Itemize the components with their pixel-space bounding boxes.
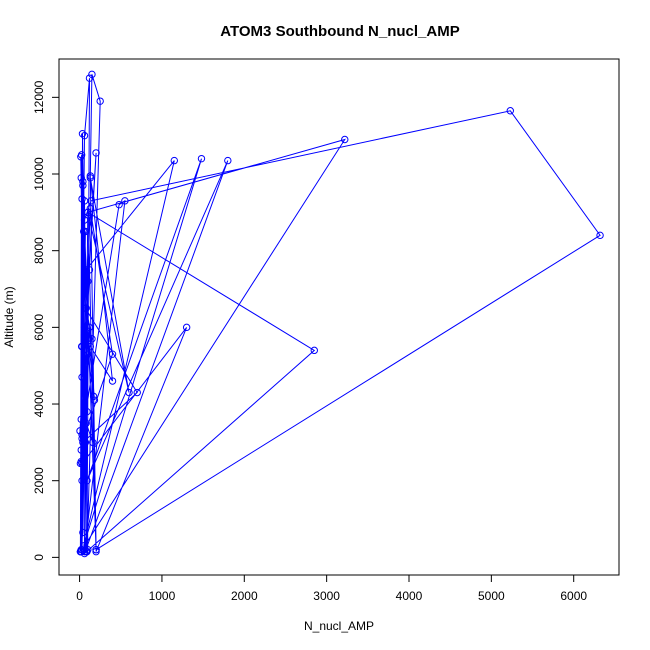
chart-title: ATOM3 Southbound N_nucl_AMP bbox=[220, 23, 459, 40]
data-point bbox=[79, 528, 87, 537]
data-point bbox=[310, 346, 318, 355]
data-point bbox=[78, 195, 86, 203]
x-tick-label: 6000 bbox=[560, 589, 587, 603]
x-tick-label: 3000 bbox=[313, 589, 340, 603]
data-point bbox=[85, 74, 94, 82]
data-point bbox=[78, 434, 86, 443]
data-point bbox=[86, 204, 94, 213]
x-axis: 0 1000 2000 3000 4000 5000 6000 bbox=[76, 574, 587, 603]
data-point bbox=[88, 335, 96, 343]
data-point bbox=[76, 547, 85, 556]
data-point bbox=[80, 216, 89, 224]
y-tick-label: 2000 bbox=[32, 467, 46, 494]
y-axis: 0 2000 4000 6000 8000 10000 12000 bbox=[32, 80, 60, 561]
data-point bbox=[108, 377, 117, 385]
series-line bbox=[79, 74, 601, 554]
data-point bbox=[79, 181, 87, 190]
data-point bbox=[197, 154, 206, 163]
data-point bbox=[86, 174, 94, 182]
data-point bbox=[92, 545, 100, 554]
data-point bbox=[78, 373, 86, 381]
data-point bbox=[121, 197, 129, 205]
data-point bbox=[78, 130, 87, 138]
data-point bbox=[92, 547, 100, 556]
data-point bbox=[82, 419, 90, 427]
data-point bbox=[80, 542, 88, 550]
data-point bbox=[80, 549, 89, 558]
data-point bbox=[79, 177, 87, 186]
data-point bbox=[84, 350, 92, 358]
x-tick-label: 2000 bbox=[231, 589, 258, 603]
data-point bbox=[84, 277, 92, 286]
data-point bbox=[77, 342, 86, 351]
data-point bbox=[341, 135, 349, 144]
data-point bbox=[182, 323, 191, 332]
data-point bbox=[78, 476, 86, 485]
data-point bbox=[80, 331, 89, 339]
y-tick-label: 6000 bbox=[32, 314, 46, 341]
data-point bbox=[89, 438, 97, 447]
data-point bbox=[90, 396, 99, 404]
data-point bbox=[133, 388, 141, 397]
x-axis-label: N_nucl_AMP bbox=[304, 619, 374, 633]
data-point bbox=[77, 415, 85, 424]
series-layer bbox=[76, 70, 604, 558]
y-tick-label: 12000 bbox=[32, 80, 46, 114]
data-point bbox=[78, 545, 86, 554]
data-point bbox=[596, 231, 604, 240]
data-point bbox=[83, 407, 91, 416]
data-point bbox=[82, 266, 90, 274]
data-point bbox=[81, 227, 90, 236]
data-point bbox=[78, 430, 86, 439]
y-axis-label: Altitude (m) bbox=[2, 286, 16, 347]
data-point bbox=[92, 149, 100, 157]
data-point bbox=[506, 107, 514, 115]
data-point bbox=[86, 342, 94, 351]
data-point bbox=[115, 200, 123, 209]
data-point bbox=[86, 172, 94, 180]
data-point bbox=[125, 388, 133, 397]
data-point bbox=[76, 427, 84, 435]
data-point bbox=[80, 131, 89, 140]
data-point bbox=[88, 70, 96, 79]
data-point bbox=[77, 446, 85, 454]
data-point bbox=[77, 174, 85, 182]
data-point bbox=[84, 208, 92, 217]
data-point bbox=[83, 476, 91, 485]
data-point bbox=[96, 97, 104, 105]
data-point bbox=[77, 153, 85, 161]
y-tick-label: 10000 bbox=[32, 157, 46, 191]
data-point bbox=[78, 459, 86, 468]
data-point bbox=[224, 156, 232, 165]
y-tick-label: 0 bbox=[32, 554, 46, 561]
data-point bbox=[170, 156, 178, 165]
data-point bbox=[80, 430, 89, 439]
y-tick-label: 8000 bbox=[32, 237, 46, 264]
x-tick-label: 4000 bbox=[396, 589, 423, 603]
data-point bbox=[85, 266, 94, 274]
data-point bbox=[79, 438, 87, 447]
x-tick-label: 5000 bbox=[478, 589, 505, 603]
data-point bbox=[108, 350, 117, 358]
data-point bbox=[85, 323, 94, 332]
x-tick-label: 1000 bbox=[149, 589, 176, 603]
data-point bbox=[89, 392, 98, 401]
data-point bbox=[87, 197, 95, 205]
data-point bbox=[81, 304, 90, 312]
y-tick-label: 4000 bbox=[32, 390, 46, 417]
x-tick-label: 0 bbox=[76, 589, 83, 603]
